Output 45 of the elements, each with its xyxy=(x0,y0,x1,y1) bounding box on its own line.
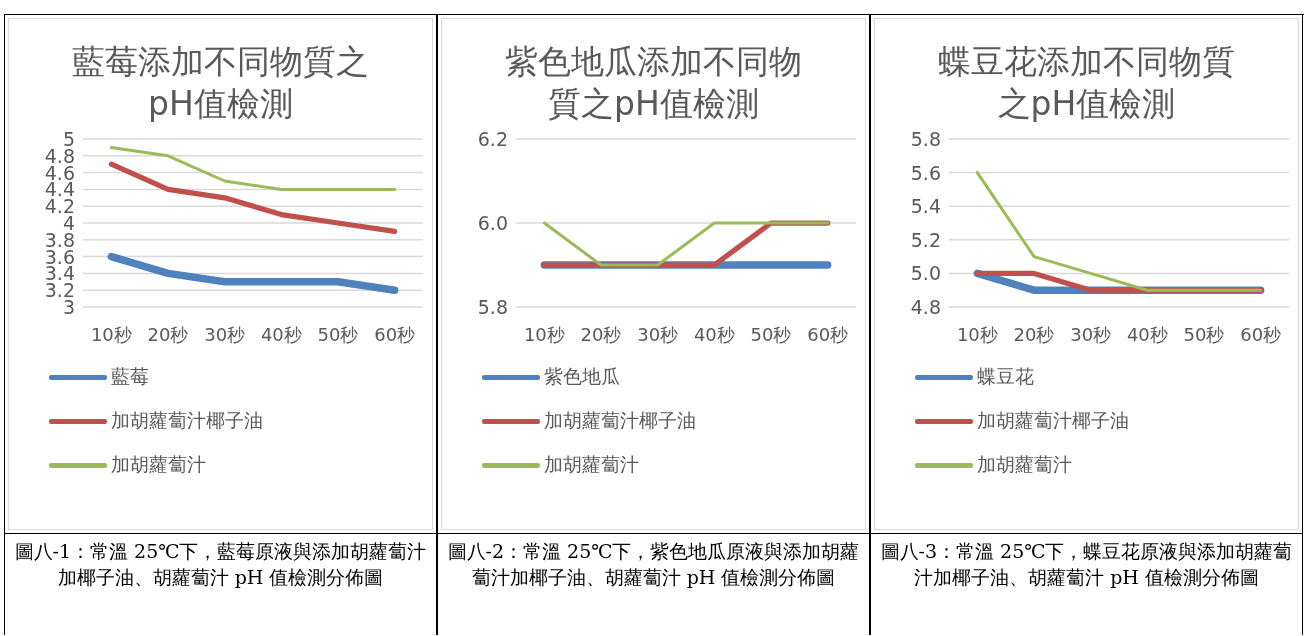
legend-label: 藍莓 xyxy=(111,364,149,389)
x-tick-label: 10秒 xyxy=(90,324,132,345)
y-tick-label: 5.6 xyxy=(910,161,941,184)
legend-label: 加胡蘿蔔汁 xyxy=(544,452,639,477)
x-tick-label: 20秒 xyxy=(147,324,188,345)
legend-label: 加胡蘿蔔汁椰子油 xyxy=(111,408,263,433)
x-tick-label: 60秒 xyxy=(806,324,848,345)
x-tick-label: 50秒 xyxy=(317,324,358,345)
x-tick-label: 50秒 xyxy=(750,324,791,345)
x-tick-label: 60秒 xyxy=(373,324,415,345)
chart-title: 紫色地瓜添加不同物質之pH值檢測 xyxy=(504,41,803,125)
x-tick-label: 10秒 xyxy=(956,324,998,345)
y-tick-label: 5.4 xyxy=(910,195,941,218)
legend-label: 加胡蘿蔔汁椰子油 xyxy=(977,408,1129,433)
legend-label: 加胡蘿蔔汁 xyxy=(111,452,206,477)
chart-title: 蝶豆花添加不同物質之pH值檢測 xyxy=(937,41,1236,125)
y-tick-label: 3 xyxy=(62,296,75,318)
x-tick-label: 30秒 xyxy=(203,324,245,345)
x-tick-label: 10秒 xyxy=(523,324,565,345)
chart-title: 藍莓添加不同物質之pH值檢測 xyxy=(71,41,370,125)
y-tick-label: 5.2 xyxy=(910,228,941,251)
x-tick-label: 20秒 xyxy=(1013,324,1054,345)
legend-label: 蝶豆花 xyxy=(977,364,1034,389)
text: 圖八-2：常溫 25℃下，紫色地瓜原液與添加胡蘿蔔汁加椰子油、胡蘿蔔汁 pH 值檢測分佈圖 xyxy=(446,539,861,590)
x-tick-label: 60秒 xyxy=(1239,324,1281,345)
y-tick-label: 4 xyxy=(62,212,75,234)
x-tick-label: 20秒 xyxy=(580,324,621,345)
y-tick-label: 5.0 xyxy=(910,262,941,285)
y-tick-label: 5 xyxy=(62,128,75,150)
x-tick-label: 30秒 xyxy=(1069,324,1111,345)
x-tick-label: 40秒 xyxy=(693,324,735,345)
x-tick-label: 40秒 xyxy=(260,324,302,345)
y-tick-label: 4.8 xyxy=(910,296,941,318)
x-tick-label: 40秒 xyxy=(1126,324,1168,345)
y-tick-label: 5.8 xyxy=(477,296,508,318)
text: 圖八-3：常溫 25℃下，蝶豆花原液與添加胡蘿蔔汁加椰子油、胡蘿蔔汁 pH 值檢測分佈圖 xyxy=(879,539,1294,590)
y-tick-label: 6.0 xyxy=(477,212,508,234)
x-tick-label: 30秒 xyxy=(636,324,678,345)
legend-label: 加胡蘿蔔汁 xyxy=(977,452,1072,477)
text: 圖八-1：常溫 25℃下，藍莓原液與添加胡蘿蔔汁加椰子油、胡蘿蔔汁 pH 值檢測分佈圖 xyxy=(13,539,428,590)
legend-label: 紫色地瓜 xyxy=(544,364,620,389)
y-tick-label: 5.8 xyxy=(910,128,941,150)
x-tick-label: 50秒 xyxy=(1183,324,1224,345)
legend-label: 加胡蘿蔔汁椰子油 xyxy=(544,408,696,433)
y-tick-label: 6.2 xyxy=(477,128,508,150)
